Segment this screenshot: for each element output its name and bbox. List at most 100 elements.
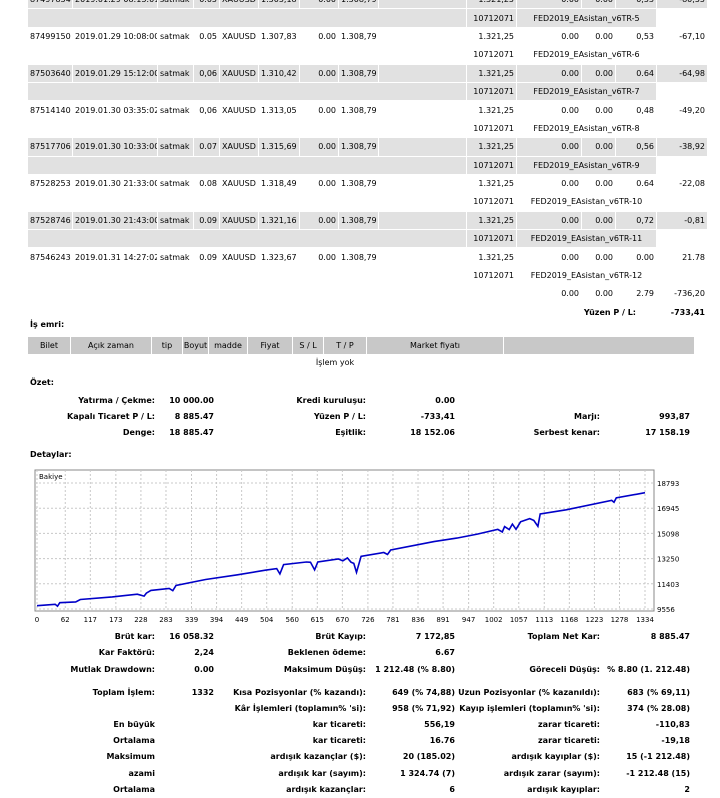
x-tick-label: 394 [210,616,224,624]
stat-value: 374 (% 28.08) [627,704,690,713]
trade-sl: 0.00 [300,0,338,9]
trade-row[interactable]: 87546243 2019.01.31 14:27:02 satmak 0.09 XAU… [28,248,707,265]
x-tick-label: 726 [361,616,375,624]
stat-label: En büyük [113,720,155,729]
y-tick-label: 18793 [657,480,679,488]
trade-commission: 0.00 [517,64,581,82]
orders-empty-text: İşlem yok [315,358,355,367]
trade-comment: FED2019_EAsistan_v6TR-6 [533,50,640,60]
stat-value: 7 172,85 [415,632,455,641]
stat-label: Ortalama [113,736,155,745]
trade-row[interactable]: 874978342019.01.29 08:13:01satmak0.05XAU… [28,0,707,9]
stat-label: Toplam Net Kar: [527,632,600,641]
trade-sl: 0.00 [318,252,336,262]
summary-label: Serbest kenar: [533,428,600,437]
trade-commission: 0.00 [561,31,579,41]
total-commission: 0.00 [561,289,579,299]
trade-price: 1.321,16 [259,211,299,230]
x-tick-label: 615 [311,616,324,624]
summary-label: Eşitlik: [335,428,366,437]
orders-title: İş emri: [30,320,65,329]
blank-cell [379,0,466,9]
trade-row[interactable]: 87528746 2019.01.30 21:43:00 satmak 0.09 XAU… [28,211,707,230]
blank-cell [657,46,707,63]
x-tick-label: 62 [61,616,70,624]
x-tick-label: 836 [411,616,425,624]
trade-profit: -0,81 [657,211,707,230]
trade-ticket: 87517706 [28,138,72,156]
trade-tp: 1.308,79 [341,31,377,41]
trade-row[interactable]: 87499150 2019.01.29 10:08:00 satmak 0.05 XAU… [28,28,707,45]
trade-comment: FED2019_EAsistan_v6TR-11 [517,230,656,248]
trade-tp: 1.308,79 [339,211,378,230]
trade-swap: 0.64 [636,179,654,189]
trade-row[interactable]: 87528253 2019.01.30 21:33:00 satmak 0.08 XAU… [28,175,707,192]
summary-value: 8 885.47 [174,412,214,421]
trade-market: 1.321,25 [467,0,516,9]
trade-type: satmak [160,31,190,41]
stat-label: ardışık kayıplar: [527,785,600,794]
stat-value: 1 212.48 (% 8.80) [375,665,455,674]
trade-item: XAUUSD [222,252,256,262]
orders-column-header: Bilet [28,337,70,354]
trade-market: 1.321,25 [467,64,516,82]
trade-commission: 0.00 [517,211,581,230]
blank-cell [379,28,466,45]
blank-cell [28,82,466,101]
floating-pl-label: Yüzen P / L: [583,307,636,317]
summary-value: 17 158.19 [645,428,690,437]
trade-type: satmak [160,105,190,115]
trade-price: 1.318,49 [261,179,297,189]
stat-label: Toplam İşlem: [92,688,155,697]
blank-cell [379,138,466,156]
trade-item: XAUUSD [220,211,258,230]
trade-ticket: 87503640 [28,64,72,82]
stat-label: Kâr İşlemleri (toplamın% 'si): [234,704,366,713]
blank-cell [657,193,707,210]
x-tick-label: 1057 [510,616,528,624]
trade-row[interactable]: 87503640 2019.01.29 15:12:00 satmak 0,06 XAU… [28,64,707,82]
stat-value: 958 (% 71,92) [392,704,455,713]
summary-label: Marjı: [574,412,600,421]
stat-value: 6 [449,785,455,794]
floating-pl-row: Yüzen P / L: -733,41 [28,304,707,321]
details-title: Detaylar: [30,450,72,459]
trade-commission: 0.00 [517,138,581,156]
trade-time: 2019.01.30 10:33:00 [73,138,157,156]
stat-label: Brüt kar: [114,632,155,641]
trade-sl: 0.00 [300,211,338,230]
stat-label: Brüt Kayıp: [315,632,366,641]
trade-comment-row: 10712071 FED2019_EAsistan_v6TR-8 [28,120,707,137]
summary-value: 10 000.00 [169,396,214,405]
trade-size: 0.05 [199,31,217,41]
trade-size: 0.07 [194,138,219,156]
stat-label: Maksimum [106,752,155,761]
trade-row[interactable]: 87517706 2019.01.30 10:33:00 satmak 0.07 XAU… [28,138,707,156]
x-tick-label: 670 [336,616,349,624]
trade-time: 2019.01.30 21:43:00 [73,211,157,230]
floating-pl-value: -733,41 [670,307,705,317]
trade-size: 0.08 [199,179,217,189]
stat-label: ardışık kazançlar ($): [270,752,366,761]
summary-label: Yüzen P / L: [313,412,366,421]
trade-profit: -49,20 [679,105,705,115]
trade-comment: FED2019_EAsistan_v6TR-5 [517,9,656,27]
summary-label: Kapalı Ticaret P / L: [67,412,155,421]
trade-row[interactable]: 87514140 2019.01.30 03:35:02 satmak 0,06 XAU… [28,101,707,118]
orders-column-header: madde [209,337,247,354]
stat-label: Uzun Pozisyonlar (% kazanıldı): [458,688,600,697]
trade-type: satmak [160,252,190,262]
stat-label: Kısa Pozisyonlar (% kazandı): [233,688,366,697]
blank-cell [28,267,466,284]
blank-cell [657,267,707,284]
trade-time: 2019.01.30 21:33:00 [75,179,157,189]
stat-label: Mutlak Drawdown: [70,665,155,674]
stat-label: Beklenen ödeme: [287,648,366,657]
stat-label: ardışık zarar (sayım): [503,769,600,778]
trade-market: 1.321,25 [478,105,514,115]
chart-frame [34,469,655,612]
trade-profit: -64,98 [657,64,707,82]
blank-cell [379,211,466,230]
x-tick-label: 1278 [611,616,629,624]
stat-value: -1 212.48 (15) [626,769,690,778]
